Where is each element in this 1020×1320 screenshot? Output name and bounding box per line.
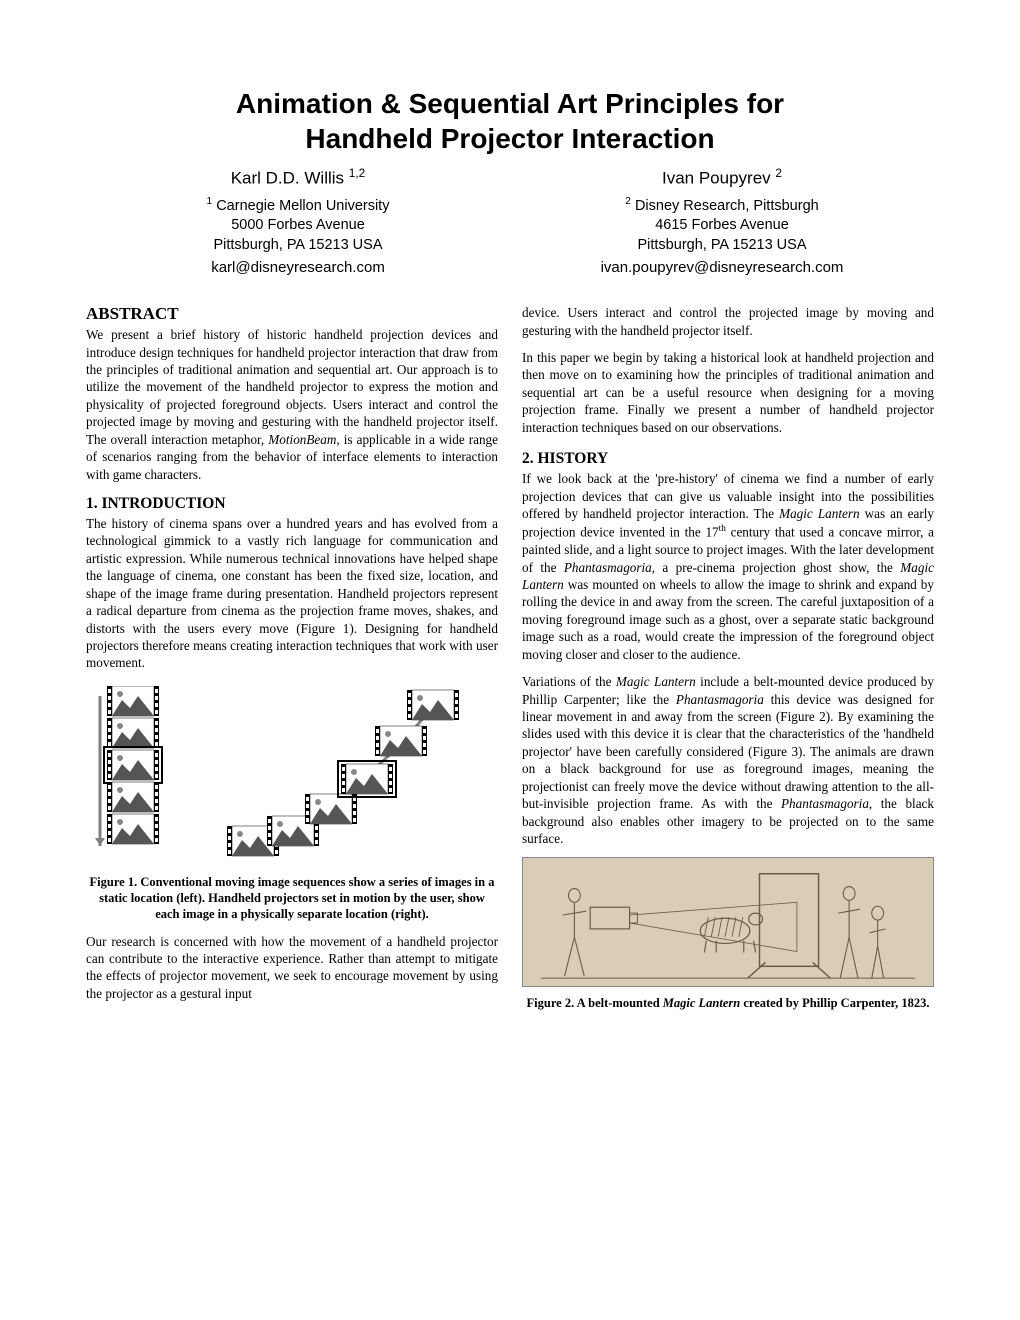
- author-right: Ivan Poupyrev 2 2 Disney Research, Pitts…: [510, 166, 934, 276]
- column-left: ABSTRACT We present a brief history of h…: [86, 304, 498, 1011]
- history-heading: 2. HISTORY: [522, 450, 934, 468]
- title-line-2: Handheld Projector Interaction: [305, 123, 714, 154]
- history-p1: If we look back at the 'pre-history' of …: [522, 470, 934, 663]
- post-fig1-body: Our research is concerned with how the m…: [86, 933, 498, 1003]
- abstract-body: We present a brief history of historic h…: [86, 326, 498, 483]
- figure-1: [86, 686, 498, 866]
- author-right-name: Ivan Poupyrev 2: [510, 166, 934, 189]
- history-p2: Variations of the Magic Lantern include …: [522, 673, 934, 847]
- author-right-addr2: Pittsburgh, PA 15213 USA: [510, 236, 934, 256]
- author-left-addr2: Pittsburgh, PA 15213 USA: [86, 236, 510, 256]
- intro-body: The history of cinema spans over a hundr…: [86, 515, 498, 672]
- author-left-affil: 1 Carnegie Mellon University: [86, 195, 510, 216]
- author-left-email: karl@disneyresearch.com: [86, 259, 510, 276]
- two-column-body: ABSTRACT We present a brief history of h…: [86, 304, 934, 1011]
- col2-p2: In this paper we begin by taking a histo…: [522, 349, 934, 436]
- author-right-email: ivan.poupyrev@disneyresearch.com: [510, 259, 934, 276]
- author-left-name: Karl D.D. Willis 1,2: [86, 166, 510, 189]
- intro-heading: 1. INTRODUCTION: [86, 495, 498, 513]
- title-line-1: Animation & Sequential Art Principles fo…: [236, 88, 784, 119]
- authors-row: Karl D.D. Willis 1,2 1 Carnegie Mellon U…: [86, 166, 934, 276]
- author-left: Karl D.D. Willis 1,2 1 Carnegie Mellon U…: [86, 166, 510, 276]
- figure-2-caption: Figure 2. A belt-mounted Magic Lantern c…: [522, 995, 934, 1011]
- paper-title: Animation & Sequential Art Principles fo…: [86, 86, 934, 156]
- figure-2: [522, 857, 934, 987]
- column-right: device. Users interact and control the p…: [522, 304, 934, 1011]
- author-right-affil: 2 Disney Research, Pittsburgh: [510, 195, 934, 216]
- author-right-addr1: 4615 Forbes Avenue: [510, 216, 934, 236]
- figure-1-caption: Figure 1. Conventional moving image sequ…: [86, 874, 498, 923]
- abstract-heading: ABSTRACT: [86, 304, 498, 324]
- author-left-addr1: 5000 Forbes Avenue: [86, 216, 510, 236]
- col2-p1: device. Users interact and control the p…: [522, 304, 934, 339]
